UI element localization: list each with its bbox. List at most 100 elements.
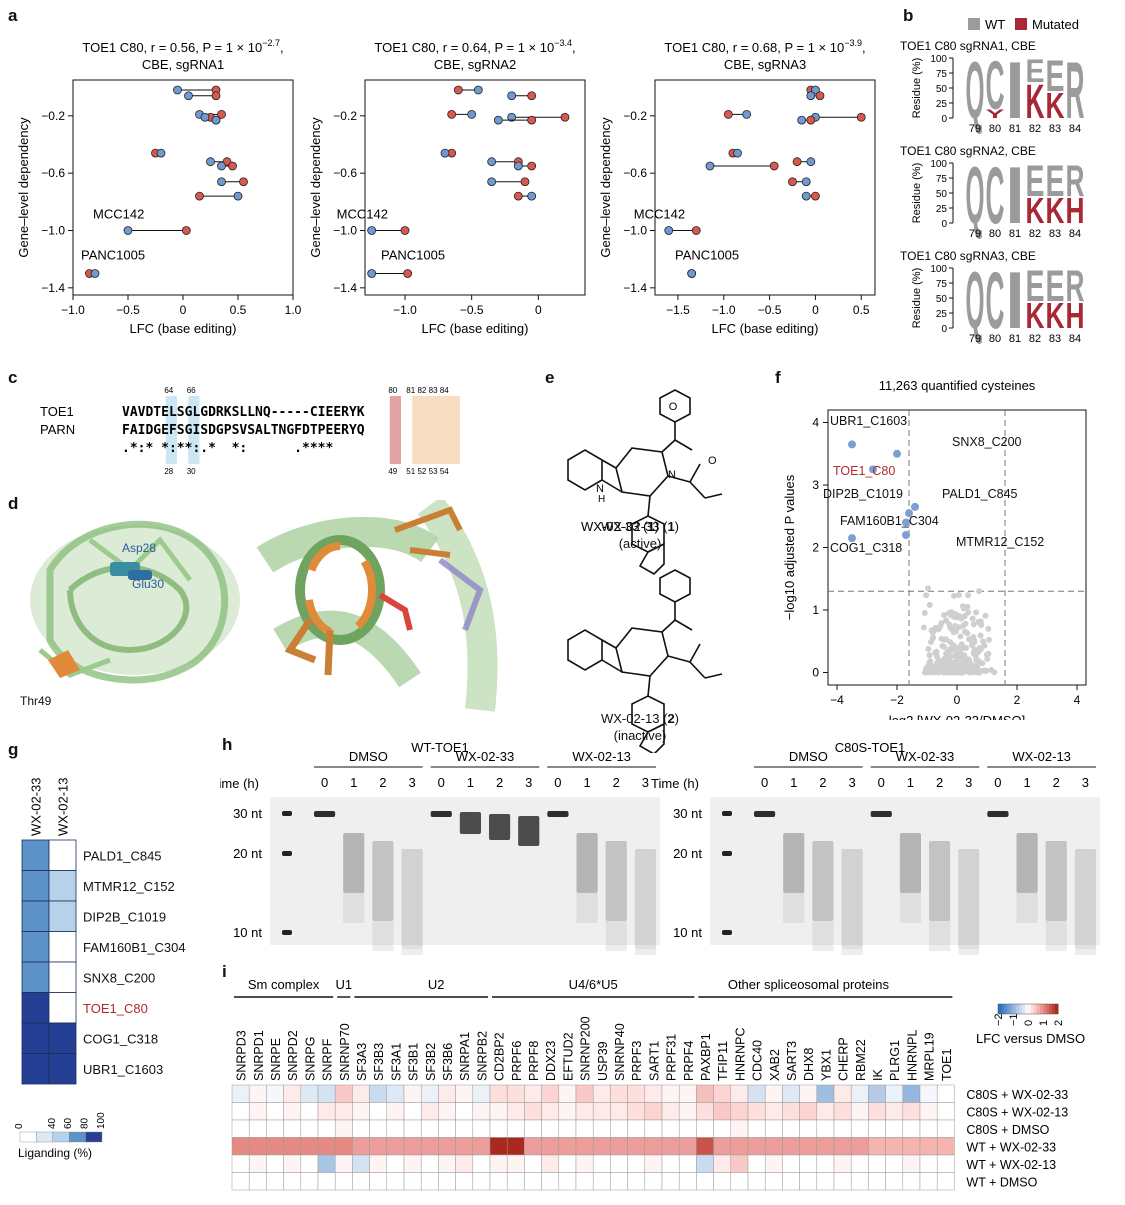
column-label: PLRG1 [888,1040,902,1081]
heatmap-cell [936,1119,955,1138]
heatmap-cell [472,1119,491,1138]
cysteine-point [950,592,957,599]
x-tick-label: 1.0 [285,303,302,317]
alignment-highlight [412,396,469,464]
plot-frame [364,79,586,296]
heatmap-cell [936,1137,955,1156]
heatmap-cell [558,1119,577,1138]
logo-ylabel: Residue (%) [911,58,923,119]
mutant-point [520,177,530,187]
heatmap-cell [352,1102,370,1121]
heatmap-cell [782,1154,800,1173]
heatmap-cell [730,1172,749,1191]
heatmap-cell [506,1084,525,1103]
logo-letter-wt: C [986,256,1005,345]
cysteine-point [961,613,968,620]
x-tick-label: −0.5 [116,303,140,317]
heatmap-cell [868,1154,886,1173]
logo-letter-mut: K [1046,190,1065,231]
row-label: WT + WX-02-33 [966,1140,1056,1154]
heatmap-cell [799,1102,818,1121]
control-point [487,157,497,167]
logo-letter-wt: I [1006,46,1025,136]
logo-ytick-label: 0 [941,324,947,335]
mutant-point [691,226,701,235]
heatmap-cell [627,1137,646,1156]
control-point [487,177,497,187]
gel-smear [841,949,863,979]
compound-1-state: (active) [618,536,662,551]
scale-tick: 100 [96,1112,107,1129]
heatmap-cell [868,1102,886,1121]
column-label: DDX23 [544,1041,558,1081]
gel-lane-band [812,841,834,921]
heatmap-cell [489,1137,508,1156]
logo-letter-wt: E [1026,262,1045,311]
heatmap-cell [575,1172,594,1191]
logo-position: 80 [989,123,1001,135]
heatmap-cell [300,1154,319,1173]
cysteine-point [935,626,942,633]
heatmap-cell [472,1102,491,1121]
panel-label-f: f [775,368,781,387]
x-tick-label: −1.0 [712,303,736,317]
plot-title-line1: TOE1 C80, r = 0.56, P = 1 × 10−2.7, [82,38,283,55]
heatmap-cell [506,1154,525,1173]
heatmap-cell [799,1154,818,1173]
cysteine-point [925,645,932,652]
group-label: U2 [428,977,445,992]
y-tick-label: −0.2 [333,109,357,123]
gel-smear [1074,949,1096,979]
column-label: SF3B1 [407,1043,421,1081]
gel-lane-band [459,812,481,834]
cysteine-point [921,669,928,676]
logo-letter-wt: Q [966,46,985,136]
cysteine-point [952,650,959,657]
heatmap-cell [627,1102,646,1121]
logo-position: 82 [1029,123,1041,135]
control-point [467,110,477,119]
cysteine-point [991,669,998,676]
y-tick-label: 4 [812,416,819,430]
scale-tick: 2 [1053,1020,1065,1026]
heatmap-cell [317,1119,336,1138]
heatmap-cell [489,1172,508,1191]
compound-1-structure [567,389,723,575]
heatmap-cell [919,1102,938,1121]
heatmap-cell [558,1137,577,1156]
y-tick-label: −1.4 [333,281,357,295]
heatmap-cell [885,1119,904,1138]
group-label: WX-02-33 [896,749,955,764]
row-label: C80S + WX-02-13 [966,1105,1068,1119]
logo-ytick-label: 75 [936,69,948,80]
x-tick-label: 0 [180,303,187,317]
alignment-sequence: VAVDTELSGLGDRKSLLNQ-----CIEERYK [122,405,365,420]
logo-ytick-label: 25 [936,99,948,110]
heatmap-cell [713,1102,732,1121]
size-marker: 20 nt [233,846,262,861]
x-tick-label: 0.5 [230,303,247,317]
logo-ytick-label: 75 [936,174,948,185]
heatmap-cell [438,1154,456,1173]
column-label: YBX1 [819,1049,833,1081]
scale-cell [1028,1004,1032,1014]
nitrogen-label: N [668,469,676,481]
protein-structure-zoom [256,496,505,713]
heatmap-cell [575,1119,594,1138]
logo-position: 82 [1029,333,1041,345]
cysteine-point [939,643,946,650]
y-tick-label: −0.6 [333,166,357,180]
residue-label: Glu30 [132,577,164,591]
heatmap-cell [403,1084,422,1103]
mutant-point [211,91,221,101]
row-label: MTMR12_C152 [83,879,175,894]
heatmap-cell [369,1154,388,1173]
control-point [367,269,377,278]
control-point [233,191,243,201]
mutant-point [815,91,825,101]
heatmap-cell [283,1172,302,1191]
control-point [493,115,503,125]
column-label: TFIP11 [716,1041,730,1081]
scale-cell [36,1131,54,1143]
legend-mut-swatch [1015,18,1027,30]
